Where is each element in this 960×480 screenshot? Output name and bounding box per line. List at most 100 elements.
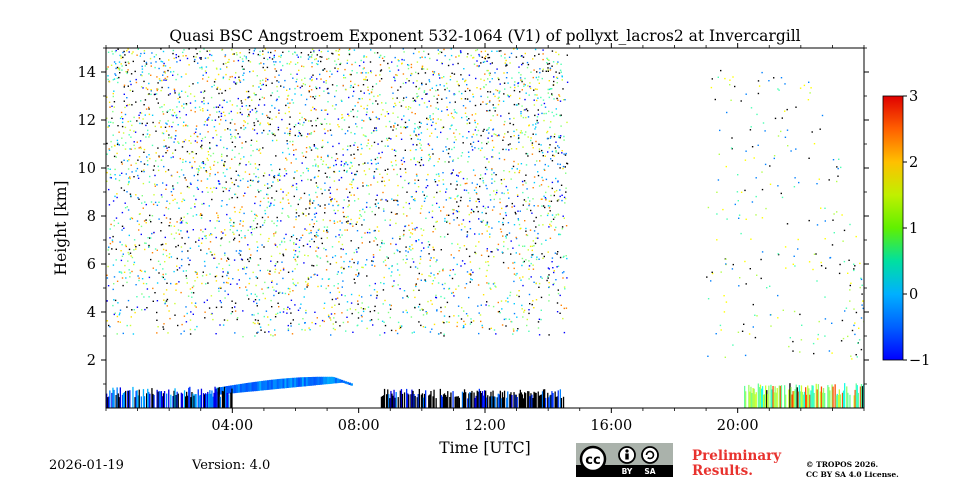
scatter-pixel <box>125 142 127 144</box>
scatter-pixel <box>821 114 824 117</box>
scatter-pixel <box>396 213 398 215</box>
scatter-pixel <box>185 160 187 163</box>
scatter-pixel <box>195 125 198 127</box>
scatter-pixel <box>531 144 533 146</box>
scatter-pixel <box>530 137 532 139</box>
scatter-pixel <box>515 148 518 150</box>
scatter-pixel <box>219 104 221 106</box>
scatter-pixel <box>174 314 176 316</box>
scatter-pixel <box>238 175 241 177</box>
scatter-pixel <box>166 282 168 284</box>
surface-column <box>113 389 115 408</box>
scatter-pixel <box>466 178 468 180</box>
scatter-pixel <box>157 165 159 168</box>
scatter-pixel <box>510 178 512 180</box>
scatter-pixel <box>421 234 423 237</box>
scatter-pixel <box>366 259 368 261</box>
surface-column <box>407 393 409 408</box>
scatter-pixel <box>129 272 131 274</box>
scatter-pixel <box>547 212 549 215</box>
scatter-pixel <box>310 120 312 122</box>
scatter-pixel <box>144 65 146 67</box>
scatter-pixel <box>310 133 312 135</box>
surface-column <box>821 392 824 408</box>
scatter-pixel <box>238 240 241 243</box>
surface-column <box>841 392 844 408</box>
scatter-pixel <box>134 70 136 73</box>
scatter-pixel <box>227 271 229 273</box>
scatter-pixel <box>302 155 305 157</box>
scatter-pixel <box>529 303 531 305</box>
scatter-pixel <box>515 236 517 239</box>
scatter-pixel <box>551 150 554 153</box>
scatter-pixel <box>503 82 506 84</box>
scatter-pixel <box>443 315 446 317</box>
scatter-pixel <box>416 97 418 99</box>
surface-column <box>425 390 427 408</box>
scatter-pixel <box>449 128 451 130</box>
scatter-pixel <box>112 95 114 98</box>
scatter-pixel <box>246 294 249 297</box>
scatter-pixel <box>123 271 126 273</box>
scatter-pixel <box>497 103 500 106</box>
scatter-pixel <box>124 264 126 267</box>
scatter-pixel <box>106 153 108 155</box>
scatter-pixel <box>813 352 815 355</box>
scatter-pixel <box>145 63 148 65</box>
scatter-pixel <box>220 119 222 121</box>
scatter-pixel <box>320 109 323 111</box>
scatter-pixel <box>750 107 753 109</box>
scatter-pixel <box>200 229 202 231</box>
scatter-pixel <box>518 141 520 143</box>
x-axis: 04:00 08:00 12:00 16:00 20:00 <box>105 43 865 434</box>
scatter-pixel <box>382 109 384 111</box>
scatter-pixel <box>350 194 352 196</box>
scatter-pixel <box>390 275 392 277</box>
scatter-pixel <box>119 241 121 243</box>
scatter-pixel <box>542 205 545 207</box>
scatter-pixel <box>186 231 188 233</box>
scatter-pixel <box>430 272 432 274</box>
scatter-pixel <box>175 246 177 248</box>
scatter-pixel <box>429 259 431 261</box>
scatter-pixel <box>504 88 506 90</box>
scatter-pixel <box>515 274 517 276</box>
scatter-pixel <box>145 124 147 127</box>
scatter-pixel <box>442 183 445 185</box>
scatter-pixel <box>365 135 367 138</box>
scatter-pixel <box>292 184 294 187</box>
scatter-pixel <box>351 181 353 183</box>
scatter-pixel <box>457 205 460 208</box>
scatter-pixel <box>538 334 541 336</box>
scatter-pixel <box>395 128 397 130</box>
scatter-pixel <box>467 315 469 317</box>
scatter-pixel <box>109 106 111 108</box>
scatter-pixel <box>206 178 209 180</box>
scatter-pixel <box>162 111 164 113</box>
scatter-pixel <box>563 139 565 141</box>
scatter-pixel <box>469 261 472 263</box>
scatter-pixel <box>196 272 198 274</box>
scatter-pixel <box>346 301 349 303</box>
surface-column <box>423 393 426 408</box>
scatter-pixel <box>226 101 228 103</box>
surface-column <box>395 392 397 408</box>
scatter-pixel <box>139 140 142 142</box>
scatter-pixel <box>351 187 353 189</box>
scatter-pixel <box>461 92 463 95</box>
scatter-pixel <box>283 241 286 243</box>
scatter-pixel <box>389 304 391 306</box>
scatter-pixel <box>367 86 369 88</box>
scatter-pixel <box>400 126 402 128</box>
scatter-pixel <box>460 155 463 157</box>
scatter-pixel <box>379 334 381 336</box>
surface-column <box>784 385 786 408</box>
scatter-pixel <box>330 334 332 336</box>
scatter-pixel <box>263 129 265 132</box>
scatter-pixel <box>307 276 309 279</box>
scatter-pixel <box>311 264 313 267</box>
scatter-pixel <box>198 245 200 247</box>
scatter-pixel <box>270 51 272 54</box>
scatter-pixel <box>343 163 346 165</box>
scatter-pixel <box>544 206 546 209</box>
